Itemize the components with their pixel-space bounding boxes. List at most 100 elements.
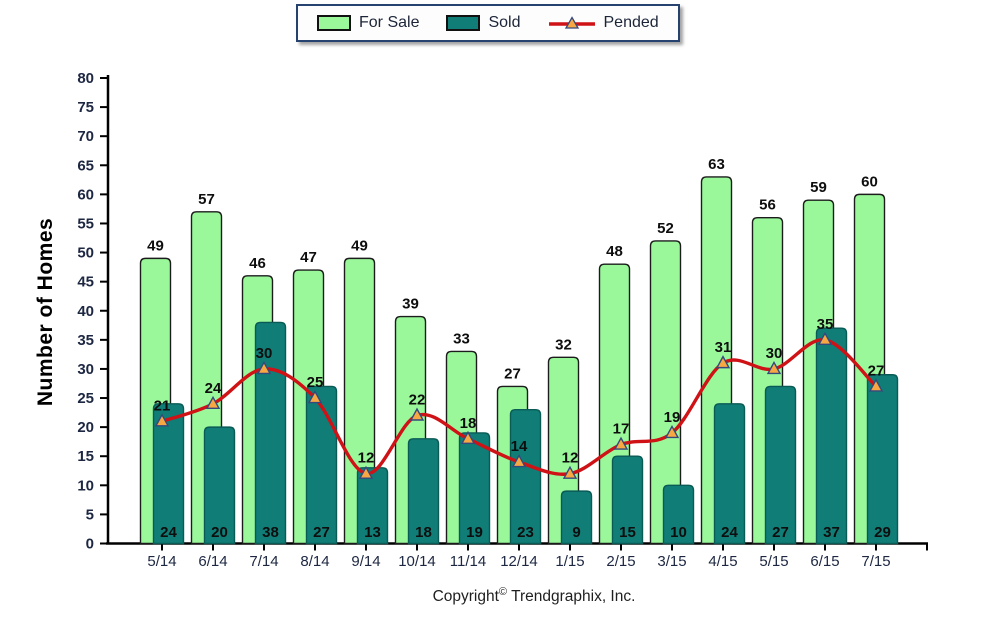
for-sale-value-label: 49 [351, 237, 368, 254]
pended-value-label: 22 [409, 391, 426, 408]
y-tick-label: 75 [77, 99, 94, 116]
x-tick-label: 10/14 [398, 553, 436, 570]
pended-marker-icon [664, 424, 680, 439]
pended-marker-icon [358, 465, 374, 479]
x-tick-label: 12/14 [500, 553, 538, 570]
sold-value-label: 15 [619, 524, 636, 541]
sold-bar [560, 490, 593, 545]
x-tick-label: 8/14 [300, 553, 329, 570]
y-tick-label: 70 [77, 128, 94, 145]
legend-label-for-sale: For Sale [359, 14, 420, 31]
pended-value-label: 12 [562, 450, 579, 467]
sold-value-label: 24 [160, 524, 177, 541]
x-tick-label: 6/15 [810, 553, 839, 570]
y-tick-label: 80 [77, 70, 94, 87]
copyright-text: Copyright© Trendgraphix, Inc. [433, 586, 636, 606]
pended-marker-icon [766, 360, 782, 375]
sold-bar [254, 321, 287, 545]
pended-marker-icon [613, 436, 629, 450]
legend-box: For Sale Sold Pended [296, 4, 680, 42]
pended-marker-icon [817, 331, 833, 346]
sold-bar [662, 484, 695, 545]
pended-marker-icon [715, 355, 731, 369]
pended-marker-icon [511, 454, 527, 468]
x-tick-label: 1/15 [555, 553, 584, 570]
pended-value-label: 35 [817, 316, 834, 333]
sold-bar [152, 403, 185, 545]
sold-bar [407, 438, 440, 545]
copyright-word: Copyright [432, 588, 499, 606]
y-tick-label: 10 [77, 477, 94, 494]
for-sale-value-label: 32 [555, 336, 572, 353]
for-sale-value-label: 48 [606, 243, 623, 260]
for-sale-value-label: 56 [759, 197, 776, 214]
for-sale-swatch-icon [317, 15, 351, 31]
x-tick-label: 9/14 [351, 553, 380, 570]
pended-value-label: 30 [256, 345, 273, 362]
for-sale-value-label: 59 [810, 179, 827, 196]
for-sale-value-label: 49 [147, 237, 164, 254]
y-tick-label: 40 [77, 303, 94, 320]
y-axis-title: Number of Homes [34, 217, 57, 407]
pended-value-label: 12 [358, 450, 375, 467]
pended-marker-icon [868, 378, 884, 392]
for-sale-value-label: 27 [504, 365, 521, 382]
for-sale-value-label: 52 [657, 220, 674, 237]
x-tick-label: 3/15 [657, 553, 686, 570]
sold-bar [764, 385, 797, 545]
legend-label-sold: Sold [488, 14, 521, 31]
for-sale-bar [649, 240, 682, 545]
legend-item-pended: Pended [548, 14, 659, 32]
x-tick-label: 2/15 [606, 553, 635, 570]
pended-value-label: 17 [613, 421, 630, 438]
pended-value-label: 19 [664, 409, 681, 426]
pended-value-label: 18 [460, 415, 477, 432]
sold-value-label: 13 [364, 524, 381, 541]
sold-bar [866, 374, 899, 545]
y-tick-label: 45 [77, 274, 94, 291]
pended-value-label: 21 [154, 397, 171, 414]
sold-value-label: 27 [313, 524, 330, 541]
sold-swatch-icon [446, 15, 481, 31]
sold-value-label: 18 [415, 524, 432, 541]
pended-line-marker-icon [548, 15, 595, 29]
x-tick-label: 4/15 [708, 553, 737, 570]
sold-value-label: 27 [772, 524, 789, 541]
y-tick-label: 25 [77, 390, 94, 407]
for-sale-value-label: 33 [453, 330, 470, 347]
sold-value-label: 9 [572, 524, 580, 541]
y-tick-label: 50 [77, 245, 94, 262]
copyright-company: Trendgraphix, Inc. [511, 588, 636, 606]
sold-value-label: 29 [874, 524, 891, 541]
y-tick-label: 60 [77, 186, 94, 203]
for-sale-value-label: 60 [861, 173, 878, 190]
sold-bar [305, 385, 338, 545]
for-sale-value-label: 63 [708, 156, 725, 173]
sold-bar [509, 408, 542, 545]
for-sale-value-label: 39 [402, 296, 419, 313]
y-tick-label: 15 [77, 448, 94, 465]
pended-marker-icon [460, 430, 476, 444]
y-tick-label: 55 [77, 215, 94, 232]
sold-value-label: 24 [721, 524, 738, 541]
y-tick-label: 20 [77, 419, 94, 436]
pended-value-label: 14 [511, 438, 528, 455]
pended-marker-icon [256, 360, 272, 375]
copyright-symbol-icon: © [498, 586, 508, 598]
for-sale-value-label: 46 [249, 255, 266, 272]
sold-value-label: 37 [823, 524, 840, 541]
for-sale-value-label: 47 [300, 249, 317, 266]
sold-bar [203, 426, 236, 545]
pended-marker-icon [409, 407, 425, 421]
pended-marker-icon [562, 465, 578, 479]
sold-bar [713, 403, 746, 545]
sold-value-label: 10 [670, 524, 687, 541]
pended-value-label: 27 [868, 362, 885, 379]
x-tick-label: 7/15 [861, 553, 890, 570]
pended-value-label: 25 [307, 374, 324, 391]
x-tick-label: 6/14 [198, 553, 227, 570]
sold-value-label: 38 [262, 524, 279, 541]
x-tick-label: 5/15 [759, 553, 788, 570]
